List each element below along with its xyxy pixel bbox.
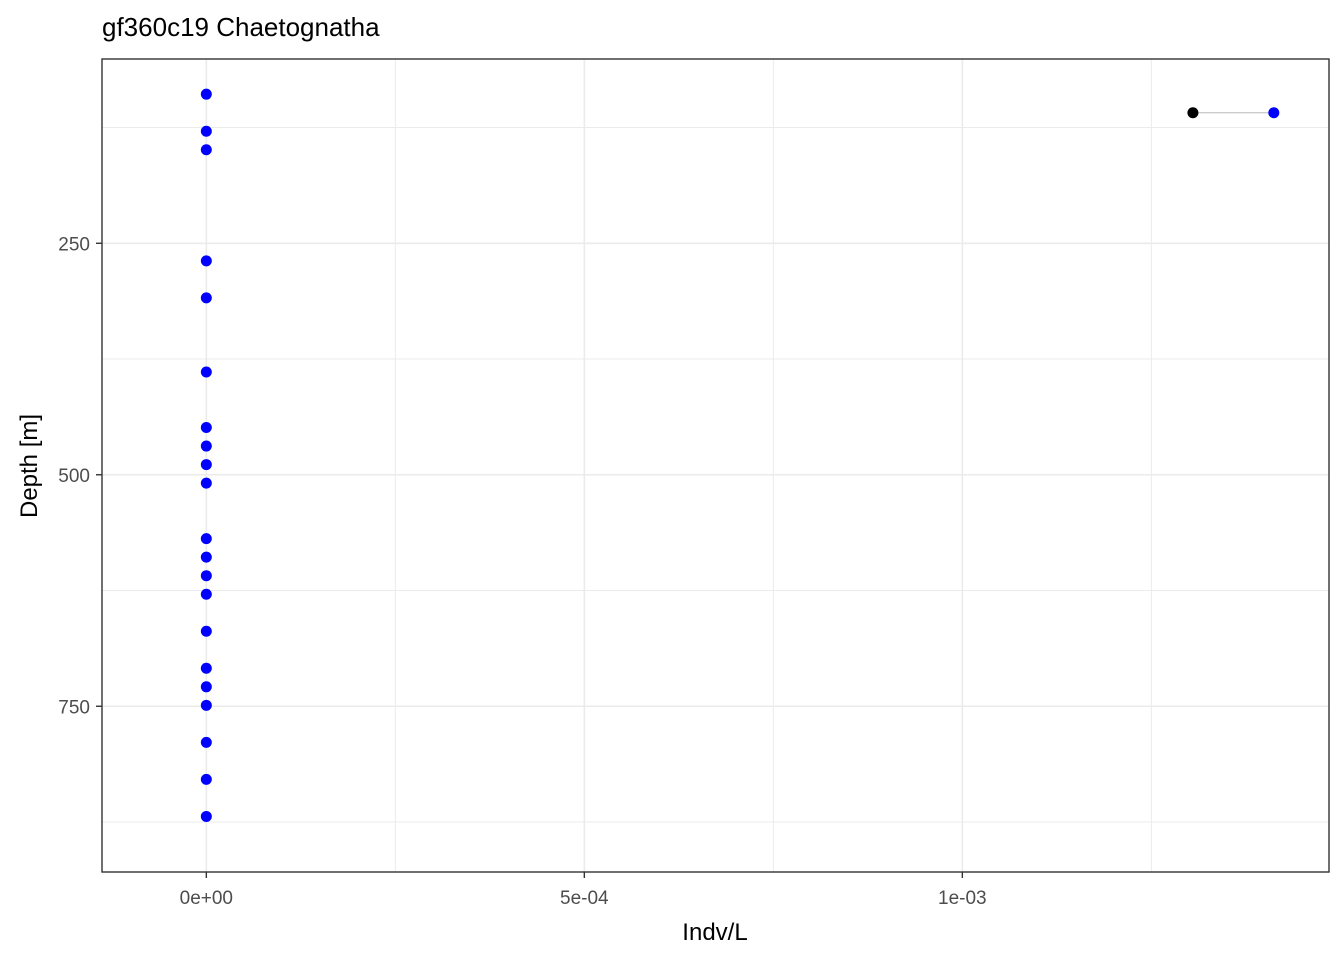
data-point	[200, 810, 212, 822]
data-point	[200, 736, 212, 748]
data-point	[200, 681, 212, 693]
data-point	[200, 144, 212, 156]
data-point	[200, 366, 212, 378]
gridlines	[102, 59, 1329, 872]
data-point	[200, 459, 212, 471]
data-point	[200, 551, 212, 563]
y-tick-label: 750	[58, 697, 90, 718]
data-point	[200, 125, 212, 137]
data-point	[200, 699, 212, 711]
plot-panel-border	[101, 58, 1330, 873]
x-tick-label: 0e+00	[180, 888, 233, 909]
chart-title: gf360c19 Chaetognatha	[102, 12, 380, 42]
data-point	[200, 422, 212, 434]
data-point	[200, 625, 212, 637]
y-tick-label: 500	[58, 466, 90, 487]
data-points	[200, 88, 1280, 822]
data-point	[1187, 107, 1199, 119]
x-tick-label: 1e-03	[938, 888, 987, 909]
x-tick-label: 5e-04	[560, 888, 609, 909]
data-point	[200, 292, 212, 304]
data-point	[200, 477, 212, 489]
axis-ticks: 0e+00 5e-04 1e-03 250 500 750	[58, 234, 986, 909]
x-axis-title: Indv/L	[682, 919, 747, 946]
y-tick-label: 250	[58, 234, 90, 255]
data-point	[200, 88, 212, 100]
data-point	[200, 773, 212, 785]
data-point	[200, 570, 212, 582]
data-point	[200, 255, 212, 267]
data-point	[200, 588, 212, 600]
data-point	[200, 662, 212, 674]
data-point	[200, 533, 212, 545]
data-point	[1268, 107, 1280, 119]
y-axis-title: Depth [m]	[16, 414, 43, 518]
data-point	[200, 440, 212, 452]
